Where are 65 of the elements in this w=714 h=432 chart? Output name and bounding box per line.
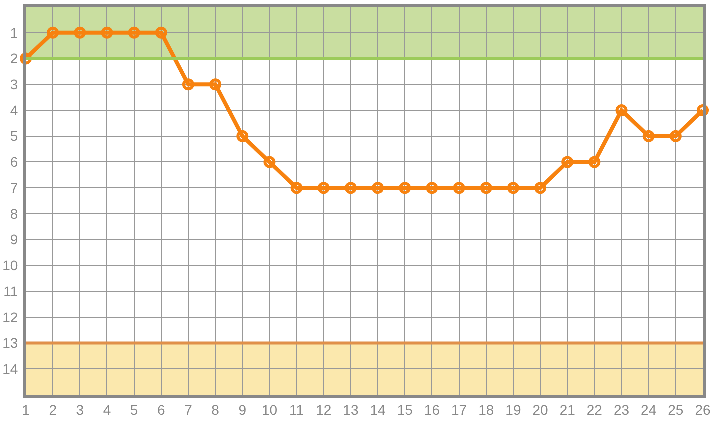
- y-tick-label: 11: [4, 283, 18, 300]
- point: [344, 182, 357, 194]
- point: [670, 130, 682, 142]
- y-tick-label: 14: [2, 361, 18, 378]
- x-tick-label: 13: [343, 402, 359, 418]
- y-tick-label: 8: [10, 206, 18, 222]
- x-tick-label: 20: [532, 402, 549, 418]
- x-tick-label: 3: [76, 402, 84, 418]
- x-tick-label: 12: [316, 402, 332, 418]
- x-tick-label: 24: [641, 402, 657, 418]
- point: [155, 26, 168, 39]
- y-tick-label: 9: [10, 232, 18, 248]
- x-tick-label: 6: [158, 402, 166, 418]
- point: [318, 182, 330, 194]
- point: [372, 182, 384, 194]
- point: [210, 78, 222, 91]
- x-tick-label: 7: [184, 402, 193, 418]
- point: [697, 104, 709, 116]
- y-tick-label: 6: [10, 154, 18, 170]
- x-tick-label: 17: [451, 402, 468, 418]
- x-tick-label: 21: [560, 402, 576, 418]
- point: [399, 182, 412, 194]
- point: [480, 182, 492, 194]
- point: [507, 182, 520, 194]
- point: [642, 130, 655, 142]
- y-tick-label: 5: [10, 128, 18, 144]
- x-tick-label: 5: [130, 402, 138, 418]
- point: [616, 104, 628, 116]
- y-tick-label: 4: [10, 102, 18, 118]
- y-tick-label: 3: [10, 76, 18, 92]
- x-tick-label: 26: [695, 402, 711, 418]
- y-tick-label: 7: [10, 180, 18, 196]
- point: [588, 156, 601, 168]
- y-tick-label: 10: [2, 258, 18, 274]
- point: [182, 78, 194, 91]
- point: [290, 182, 303, 194]
- x-tick-label: 9: [238, 402, 247, 418]
- y-tick-label: 12: [2, 309, 18, 326]
- x-tick-label: 16: [424, 402, 440, 418]
- point: [562, 156, 574, 168]
- x-tick-label: 2: [49, 402, 58, 418]
- point: [236, 130, 249, 142]
- x-tick-label: 18: [478, 402, 494, 418]
- x-tick-label: 11: [290, 402, 304, 418]
- point: [426, 182, 438, 194]
- x-tick-label: 19: [506, 402, 522, 418]
- x-tick-label: 23: [614, 402, 630, 418]
- y-tick-label: 13: [2, 335, 18, 352]
- point: [128, 26, 140, 39]
- x-tick-label: 1: [22, 402, 30, 418]
- x-tick-label: 14: [370, 402, 386, 418]
- point: [74, 26, 86, 39]
- x-tick-label: 10: [262, 402, 278, 418]
- x-tick-label: 25: [668, 402, 684, 418]
- x-tick-label: 8: [212, 402, 220, 418]
- x-tick-label: 4: [103, 402, 112, 418]
- point: [264, 156, 276, 168]
- point: [47, 26, 60, 39]
- y-tick-label: 2: [10, 50, 18, 67]
- y-tick-label: 1: [10, 24, 18, 41]
- x-tick-label: 15: [397, 402, 414, 418]
- point: [453, 182, 466, 194]
- point: [101, 26, 114, 39]
- point: [534, 182, 547, 194]
- x-tick-label: 22: [586, 402, 603, 418]
